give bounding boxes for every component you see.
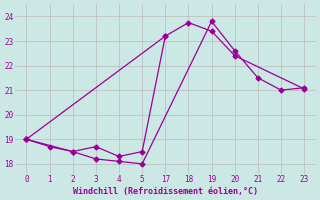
X-axis label: Windchill (Refroidissement éolien,°C): Windchill (Refroidissement éolien,°C) (73, 187, 258, 196)
